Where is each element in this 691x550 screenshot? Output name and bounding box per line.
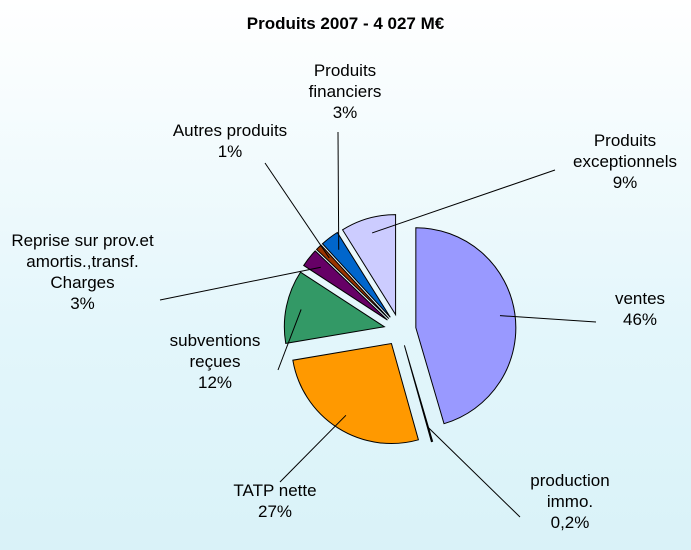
value-label: 46% <box>622 310 658 329</box>
category-label: Reprise sur prov.et amortis.,transf. Cha… <box>11 231 154 292</box>
pie-slice <box>341 214 397 317</box>
category-label: ventes <box>614 289 666 308</box>
value-label: 3% <box>332 103 358 122</box>
category-label: subventions reçues <box>169 331 261 371</box>
slice-label: production immo. 0,2% <box>505 470 635 533</box>
slice-label: Autres produits 1% <box>170 120 290 162</box>
pie-slice <box>302 250 388 321</box>
leader-line <box>159 266 321 301</box>
category-label: Produits exceptionnels <box>573 131 677 171</box>
value-label: 3% <box>70 294 95 313</box>
leader-line <box>279 414 347 483</box>
pie-slice <box>403 345 434 443</box>
value-label: 0,2% <box>550 513 590 532</box>
slice-label: ventes 46% <box>590 288 690 330</box>
pie-slice <box>415 227 517 425</box>
slice-label: TATP nette 27% <box>215 480 335 522</box>
pie-slice <box>321 231 391 318</box>
pie-slice <box>283 271 386 345</box>
value-label: 27% <box>257 502 293 521</box>
leader-line <box>264 162 330 259</box>
slice-label: Produits exceptionnels 9% <box>555 130 691 193</box>
value-label: 9% <box>612 173 638 192</box>
category-label: Produits financiers <box>308 61 382 101</box>
chart-title: Produits 2007 - 4 027 M€ <box>246 14 445 33</box>
slice-label: Produits financiers 3% <box>285 60 405 123</box>
leader-line <box>337 131 340 250</box>
value-label: 1% <box>217 142 243 161</box>
pie-slice <box>292 342 420 444</box>
slice-label: Reprise sur prov.et amortis.,transf. Cha… <box>5 230 160 314</box>
leader-line <box>371 169 556 234</box>
leader-line <box>499 315 597 323</box>
category-label: TATP nette <box>233 481 317 500</box>
category-label: Autres produits <box>172 121 288 140</box>
leader-line <box>427 426 521 518</box>
category-label: production immo. <box>530 471 610 511</box>
slice-label: subventions reçues 12% <box>145 330 285 393</box>
leader-line <box>277 309 302 371</box>
value-label: 12% <box>197 373 233 392</box>
